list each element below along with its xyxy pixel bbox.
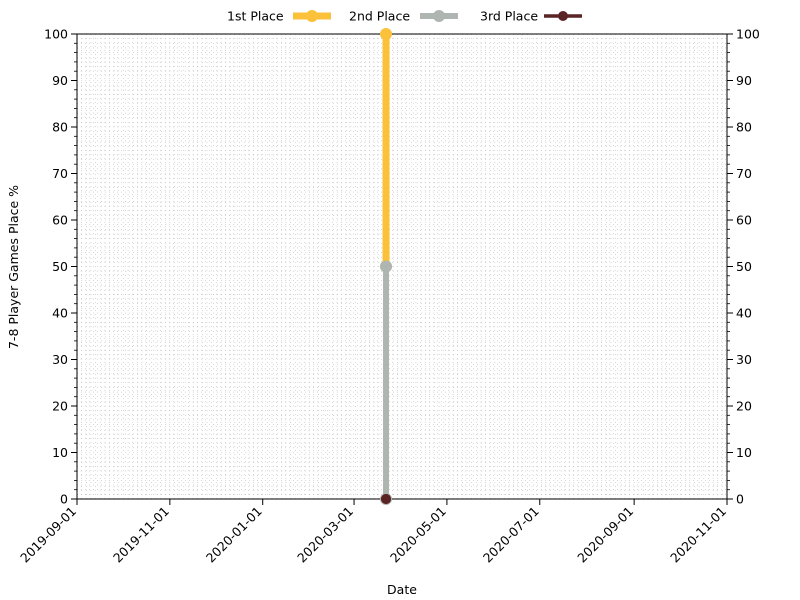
legend-label: 1st Place: [227, 9, 284, 24]
y-tick-label: 40: [52, 306, 68, 321]
y-tick-label-right: 20: [736, 399, 752, 414]
y-tick-label-right: 0: [736, 492, 744, 507]
y-tick-label: 20: [52, 399, 68, 414]
y-tick-label: 100: [44, 27, 68, 42]
x-tick-label: 2020-11-01: [667, 504, 729, 566]
y-tick-label-right: 10: [736, 445, 752, 460]
y-tick-label: 90: [52, 73, 68, 88]
data-point: [380, 260, 393, 273]
y-tick-label-right: 50: [736, 259, 752, 274]
legend-swatch-marker: [433, 10, 445, 22]
x-tick-label: 2020-07-01: [480, 504, 542, 566]
data-point: [380, 28, 393, 40]
legend-label: 2nd Place: [349, 9, 410, 24]
legend: 1st Place 2nd Place 3rd Place: [227, 9, 582, 24]
y-tick-label-right: 60: [736, 213, 752, 228]
series: [380, 28, 393, 505]
y-tick-label-right: 40: [736, 306, 752, 321]
y-tick-label-right: 30: [736, 352, 752, 367]
y-tick-label-right: 80: [736, 120, 752, 135]
y-tick-label-right: 90: [736, 73, 752, 88]
y-tick-label: 0: [60, 492, 68, 507]
y-tick-label-right: 100: [736, 27, 760, 42]
x-tick-label: 2020-03-01: [294, 504, 356, 566]
y-tick-label-right: 70: [736, 166, 752, 181]
legend-swatch-marker: [558, 11, 568, 21]
y-tick-label: 30: [52, 352, 68, 367]
legend-swatch-marker: [306, 10, 318, 22]
x-tick-label: 2019-11-01: [110, 504, 172, 566]
y-tick-label: 70: [52, 166, 68, 181]
y-tick-label: 60: [52, 213, 68, 228]
y-tick-label: 80: [52, 120, 68, 135]
x-tick-label: 2019-09-01: [17, 504, 79, 566]
x-axis-label: Date: [387, 582, 417, 597]
y-axis-label: 7-8 Player Games Place %: [6, 185, 21, 349]
x-tick-label: 2020-05-01: [387, 504, 449, 566]
legend-label: 3rd Place: [480, 9, 538, 24]
y-tick-label: 50: [52, 259, 68, 274]
grid: [76, 33, 728, 500]
x-tick-label: 2020-01-01: [203, 504, 265, 566]
data-point: [381, 494, 392, 504]
x-tick-label: 2020-09-01: [574, 504, 636, 566]
y-tick-label: 10: [52, 445, 68, 460]
